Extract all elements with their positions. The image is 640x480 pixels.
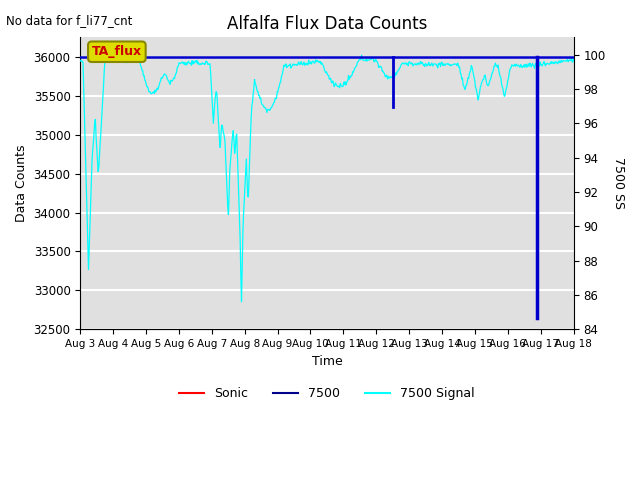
X-axis label: Time: Time bbox=[312, 355, 342, 368]
Title: Alfalfa Flux Data Counts: Alfalfa Flux Data Counts bbox=[227, 15, 427, 33]
Y-axis label: 7500 SS: 7500 SS bbox=[612, 157, 625, 209]
Text: No data for f_li77_cnt: No data for f_li77_cnt bbox=[6, 14, 132, 27]
Y-axis label: Data Counts: Data Counts bbox=[15, 144, 28, 222]
Text: TA_flux: TA_flux bbox=[92, 45, 142, 58]
Legend: Sonic, 7500, 7500 Signal: Sonic, 7500, 7500 Signal bbox=[174, 382, 480, 405]
